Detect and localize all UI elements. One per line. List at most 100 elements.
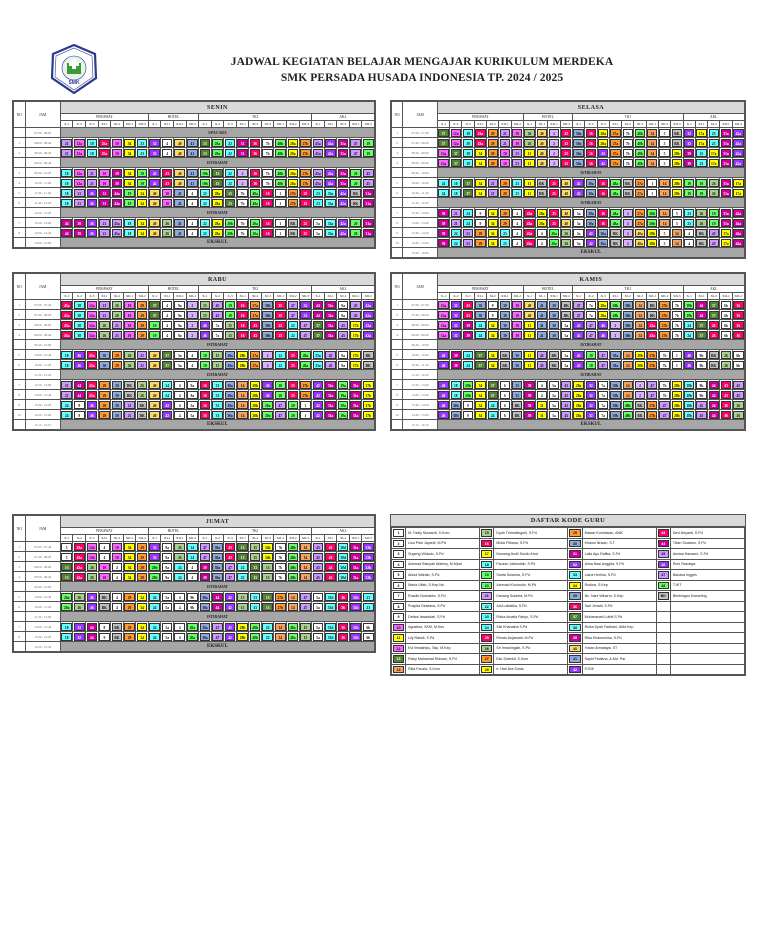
teacher-code-cell[interactable]: 19 bbox=[361, 137, 375, 148]
teacher-code-cell[interactable]: 34 bbox=[473, 177, 488, 188]
teacher-code-cell[interactable]: 21 bbox=[135, 349, 149, 360]
teacher-code-cell[interactable]: 36 bbox=[731, 329, 746, 340]
teacher-code-cell[interactable]: BK bbox=[535, 187, 549, 198]
teacher-code-cell[interactable]: 30a bbox=[584, 177, 598, 188]
teacher-code-cell[interactable]: 23 bbox=[707, 137, 721, 148]
teacher-code-cell[interactable]: 45 bbox=[707, 237, 721, 248]
teacher-code-cell[interactable]: 17b bbox=[361, 379, 375, 390]
teacher-code-cell[interactable]: 44a bbox=[731, 217, 746, 228]
teacher-code-cell[interactable]: 29 bbox=[498, 217, 512, 228]
teacher-code-cell[interactable]: 9 bbox=[97, 621, 112, 632]
teacher-code-cell[interactable]: 9 bbox=[461, 399, 475, 410]
teacher-code-cell[interactable]: 27b bbox=[298, 167, 313, 178]
teacher-code-cell[interactable]: 2 bbox=[547, 137, 561, 148]
teacher-code-cell[interactable]: 47 bbox=[298, 601, 313, 612]
teacher-code-cell[interactable]: 46 bbox=[85, 217, 99, 228]
teacher-code-cell[interactable]: BK bbox=[670, 127, 684, 138]
teacher-code-cell[interactable]: 9a bbox=[173, 319, 187, 330]
teacher-code-cell[interactable]: 30b bbox=[260, 319, 275, 330]
teacher-code-cell[interactable]: 14 bbox=[621, 379, 635, 390]
teacher-code-cell[interactable]: 43a bbox=[645, 319, 659, 330]
teacher-code-cell[interactable]: 45 bbox=[694, 399, 709, 410]
teacher-code-cell[interactable]: 27a bbox=[248, 309, 262, 320]
teacher-code-cell[interactable]: 10 bbox=[97, 561, 112, 572]
teacher-code-cell[interactable]: 24 bbox=[436, 187, 451, 198]
teacher-code-cell[interactable]: 10 bbox=[110, 541, 124, 552]
teacher-code-cell[interactable]: 32 bbox=[147, 147, 162, 158]
teacher-code-cell[interactable]: 44 bbox=[707, 389, 721, 400]
teacher-code-cell[interactable]: 46 bbox=[85, 187, 99, 198]
teacher-code-cell[interactable]: 34 bbox=[135, 601, 149, 612]
teacher-code-cell[interactable]: 41 bbox=[173, 197, 187, 208]
teacher-code-cell[interactable]: 4 bbox=[510, 207, 524, 218]
teacher-code-cell[interactable]: 27b bbox=[657, 309, 672, 320]
teacher-code-cell[interactable]: 34 bbox=[122, 541, 137, 552]
teacher-code-cell[interactable]: 18 bbox=[85, 137, 99, 148]
teacher-code-cell[interactable]: 14 bbox=[286, 591, 300, 602]
teacher-code-cell[interactable]: 46 bbox=[72, 349, 87, 360]
teacher-code-cell[interactable]: 18 bbox=[59, 631, 74, 642]
teacher-code-cell[interactable]: 40 bbox=[559, 207, 573, 218]
teacher-code-cell[interactable]: 5a bbox=[547, 409, 561, 420]
teacher-code-cell[interactable]: 35 bbox=[510, 389, 524, 400]
teacher-code-cell[interactable]: 29 bbox=[97, 399, 112, 410]
teacher-code-cell[interactable]: 28b bbox=[248, 389, 262, 400]
teacher-code-cell[interactable]: 22 bbox=[223, 147, 237, 158]
teacher-code-cell[interactable]: 36 bbox=[336, 631, 350, 642]
teacher-code-cell[interactable]: 43a bbox=[72, 571, 87, 582]
teacher-code-cell[interactable]: 6b bbox=[361, 631, 375, 642]
teacher-code-cell[interactable]: 1 bbox=[645, 187, 659, 198]
teacher-code-cell[interactable]: 48b bbox=[633, 157, 647, 168]
teacher-code-cell[interactable]: 40a bbox=[633, 237, 647, 248]
teacher-code-cell[interactable]: 32 bbox=[584, 399, 598, 410]
teacher-code-cell[interactable]: 32b bbox=[361, 551, 375, 562]
teacher-code-cell[interactable]: 20a bbox=[59, 591, 74, 602]
teacher-code-cell[interactable]: 11 bbox=[522, 157, 537, 168]
teacher-code-cell[interactable]: 18 bbox=[122, 217, 137, 228]
teacher-code-cell[interactable]: 19 bbox=[682, 187, 696, 198]
teacher-code-cell[interactable]: 25 bbox=[298, 217, 313, 228]
teacher-code-cell[interactable]: 25 bbox=[559, 127, 573, 138]
teacher-code-cell[interactable]: 5 bbox=[670, 207, 684, 218]
teacher-code-cell[interactable]: 17b bbox=[348, 359, 363, 370]
teacher-code-cell[interactable]: 28a bbox=[571, 379, 586, 390]
teacher-code-cell[interactable]: 5a bbox=[559, 349, 573, 360]
teacher-code-cell[interactable]: 10 bbox=[110, 147, 124, 158]
teacher-code-cell[interactable]: 24 bbox=[461, 359, 475, 370]
teacher-code-cell[interactable]: 22 bbox=[235, 571, 250, 582]
teacher-code-cell[interactable]: 31a bbox=[361, 197, 375, 208]
teacher-code-cell[interactable]: 17a bbox=[719, 237, 733, 248]
teacher-code-cell[interactable]: 42 bbox=[311, 409, 325, 420]
teacher-code-cell[interactable]: 7b bbox=[657, 349, 672, 360]
teacher-code-cell[interactable]: 14 bbox=[298, 541, 313, 552]
teacher-code-cell[interactable]: 9 bbox=[97, 631, 112, 642]
teacher-code-cell[interactable]: 7b bbox=[621, 127, 635, 138]
teacher-code-cell[interactable]: 5a bbox=[559, 359, 573, 370]
teacher-code-cell[interactable]: 17a bbox=[707, 147, 721, 158]
teacher-code-cell[interactable]: 47 bbox=[223, 571, 237, 582]
teacher-code-cell[interactable]: BK bbox=[348, 197, 363, 208]
teacher-code-cell[interactable]: 34 bbox=[135, 227, 149, 238]
teacher-code-cell[interactable]: 11 bbox=[535, 409, 549, 420]
teacher-code-cell[interactable]: 4 bbox=[173, 389, 187, 400]
teacher-code-cell[interactable]: 46 bbox=[85, 227, 99, 238]
teacher-code-cell[interactable]: 7b bbox=[260, 137, 275, 148]
teacher-code-cell[interactable]: 14 bbox=[286, 601, 300, 612]
teacher-code-cell[interactable]: 33a bbox=[311, 349, 325, 360]
teacher-code-cell[interactable]: 26 bbox=[97, 319, 112, 330]
teacher-code-cell[interactable]: 28b bbox=[248, 399, 262, 410]
teacher-code-cell[interactable]: 16 bbox=[584, 127, 598, 138]
teacher-code-cell[interactable]: 18b bbox=[682, 399, 696, 410]
teacher-code-cell[interactable]: 39 bbox=[198, 571, 212, 582]
teacher-code-cell[interactable]: 14 bbox=[645, 147, 659, 158]
teacher-code-cell[interactable]: 12b bbox=[85, 541, 99, 552]
teacher-code-cell[interactable]: 38 bbox=[461, 157, 475, 168]
teacher-code-cell[interactable]: 16 bbox=[596, 177, 610, 188]
teacher-code-cell[interactable]: 37 bbox=[694, 319, 709, 330]
teacher-code-cell[interactable]: 5a bbox=[571, 207, 586, 218]
teacher-code-cell[interactable]: 25 bbox=[547, 217, 561, 228]
teacher-code-cell[interactable]: 20a bbox=[210, 147, 225, 158]
teacher-code-cell[interactable]: 11 bbox=[522, 359, 537, 370]
teacher-code-cell[interactable]: 36 bbox=[336, 601, 350, 612]
teacher-code-cell[interactable]: 48b bbox=[608, 309, 623, 320]
